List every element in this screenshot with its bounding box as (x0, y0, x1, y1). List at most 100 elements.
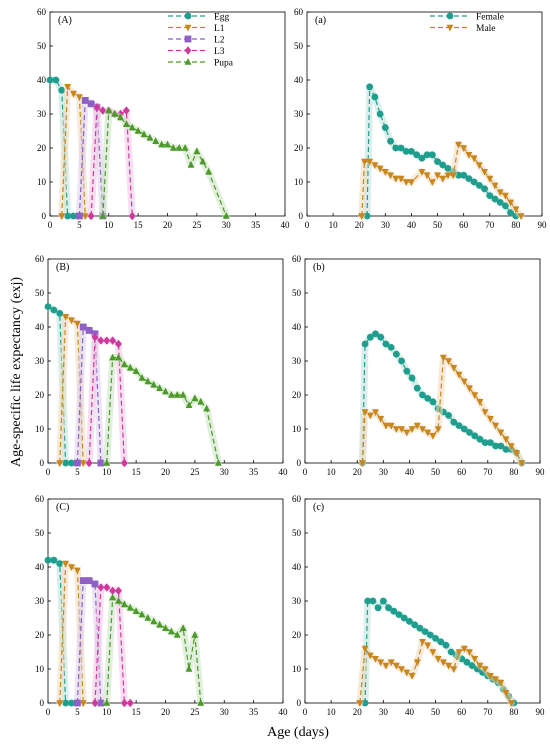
y-tick-label: 50 (37, 41, 47, 51)
data-point (191, 631, 199, 638)
y-tick-label: 50 (294, 41, 304, 51)
data-point (429, 649, 437, 656)
x-tick-label: 40 (405, 707, 415, 717)
data-point (377, 659, 385, 667)
series-line (364, 600, 515, 704)
data-point (79, 323, 87, 331)
data-point (502, 202, 509, 210)
y-tick-label: 60 (294, 7, 304, 17)
data-point (105, 106, 113, 114)
data-point (406, 618, 413, 625)
series-female (363, 83, 520, 220)
x-tick-label: 35 (249, 467, 259, 477)
data-point (507, 199, 515, 207)
data-point (439, 161, 447, 169)
data-point (366, 158, 374, 166)
y-tick-label: 40 (294, 75, 304, 85)
data-point (481, 439, 489, 446)
data-point (382, 340, 390, 348)
data-point (518, 460, 526, 467)
data-point (75, 212, 83, 220)
data-point (68, 564, 75, 571)
data-point (115, 353, 122, 361)
x-tick-label: 20 (353, 467, 363, 477)
series-l3 (91, 583, 134, 708)
data-point (376, 110, 384, 118)
y-tick-label: 30 (292, 356, 302, 366)
data-point (140, 130, 148, 138)
data-point (99, 106, 107, 115)
data-point (115, 586, 122, 595)
x-tick-label: 0 (303, 707, 308, 717)
data-point (439, 354, 447, 362)
x-tick-label: 10 (327, 707, 337, 717)
y-tick-label: 10 (35, 424, 45, 434)
data-point (46, 76, 54, 84)
y-tick-label: 20 (292, 390, 302, 400)
data-point (502, 436, 510, 444)
data-point (434, 656, 442, 663)
panel-label: (a) (315, 15, 326, 26)
data-point (471, 392, 479, 399)
data-point (468, 662, 476, 669)
data-point (152, 137, 160, 144)
data-point (91, 698, 99, 708)
data-point (68, 459, 75, 467)
panel-b: 0 10 20 30 40 50 60 0 10 20 30 40 50 60 70 80 90 (b) (292, 254, 545, 477)
x-tick-label: 70 (485, 220, 495, 230)
data-point (87, 100, 95, 108)
data-point (70, 90, 77, 98)
data-point (122, 120, 130, 127)
data-point (120, 698, 128, 708)
data-point (58, 86, 66, 94)
data-point (128, 211, 136, 221)
data-point (497, 679, 505, 687)
data-point (475, 182, 483, 189)
data-point (392, 175, 400, 183)
data-point (179, 391, 187, 398)
x-tick-label: 35 (251, 220, 261, 230)
y-tick-label: 0 (299, 211, 304, 221)
data-point (512, 206, 520, 214)
x-tick-label: 20 (353, 707, 363, 717)
data-point (358, 213, 366, 220)
data-point (408, 148, 415, 155)
data-point (424, 642, 432, 650)
data-point (486, 439, 494, 446)
data-point (126, 603, 134, 611)
series-glow (358, 141, 525, 220)
data-point (408, 426, 416, 433)
x-tick-label: 90 (536, 707, 546, 717)
x-tick-label: 40 (405, 467, 415, 477)
data-point (193, 147, 201, 155)
data-point (421, 628, 429, 635)
data-point (460, 645, 468, 653)
data-point (117, 113, 124, 121)
x-tick-label: 80 (511, 220, 521, 230)
data-point (476, 399, 484, 406)
data-point (460, 425, 468, 433)
x-tick-label: 0 (46, 707, 51, 717)
data-point (476, 435, 484, 443)
data-point (111, 110, 119, 117)
data-point (424, 395, 432, 402)
series-l3 (85, 333, 128, 468)
data-point (497, 442, 505, 450)
data-point (377, 333, 385, 341)
data-point (392, 350, 400, 358)
panel-label: (C) (56, 502, 69, 513)
x-tick-label: 30 (222, 220, 232, 230)
legend-label: Egg (214, 13, 230, 23)
data-point (400, 614, 408, 622)
data-point (138, 610, 146, 618)
data-point (439, 659, 447, 667)
y-tick-label: 50 (35, 528, 45, 538)
data-point (450, 666, 458, 673)
data-point (87, 211, 95, 221)
legend-marker (184, 12, 192, 20)
legend-label: Female (476, 13, 504, 23)
data-point (199, 157, 207, 165)
data-point (56, 460, 64, 467)
data-point (419, 639, 426, 646)
